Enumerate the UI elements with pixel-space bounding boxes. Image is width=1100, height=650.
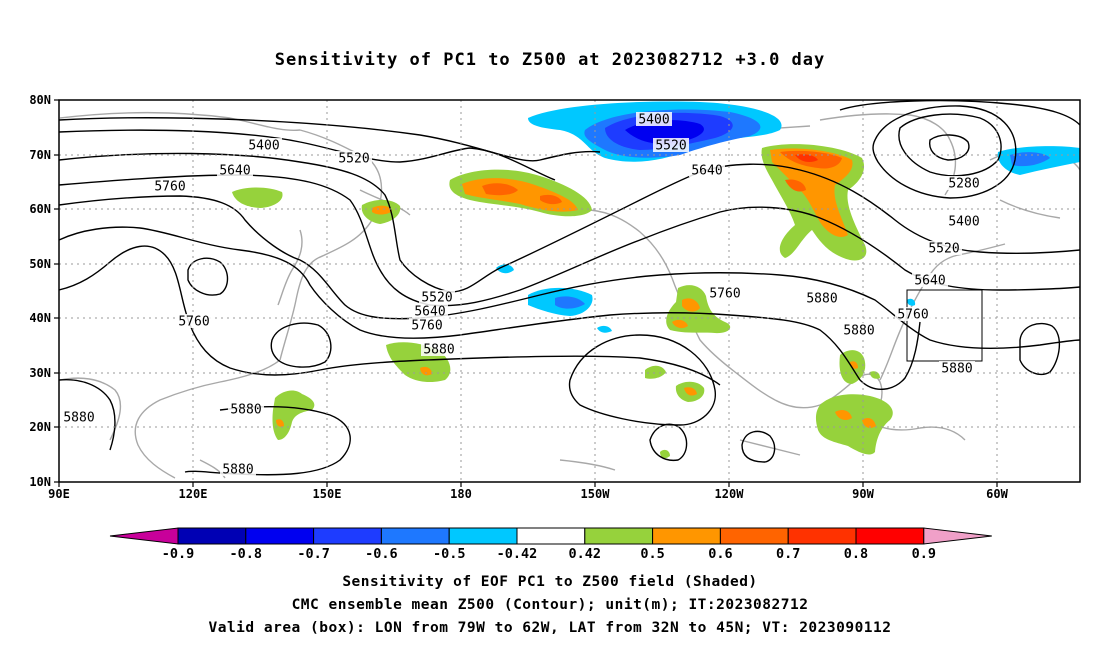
lon-label: 150W [581,487,611,501]
colorbar-label: 0.7 [776,546,800,562]
contour-label: 5520 [928,242,959,257]
contour-label: 5880 [843,324,874,339]
map-title: Sensitivity of PC1 to Z500 at 2023082712… [274,50,826,70]
contour-label: 5880 [423,343,454,358]
colorbar-segment [177,527,247,545]
lon-label: 90E [48,487,70,501]
contour-label: 5520 [655,139,686,154]
lat-label: 10N [29,475,51,489]
contour-label: 5880 [941,362,972,377]
lon-label: 150E [313,487,342,501]
lat-label: 60N [29,202,51,216]
coastlines [59,112,1080,479]
grid-lines [59,100,1080,482]
contour-label: 5880 [63,411,94,426]
colorbar-label: -0.9 [162,546,195,562]
colorbar-label: 0.42 [569,546,602,562]
lat-label: 80N [29,93,51,107]
lat-label: 50N [29,257,51,271]
contour-label: 5640 [414,305,445,320]
colorbar-label: -0.8 [230,546,263,562]
contour-label: 5760 [709,287,740,302]
contour-label: 5760 [178,315,209,330]
colorbar-label: -0.7 [297,546,330,562]
colorbar-label: 0.5 [640,546,664,562]
plot-frame [58,99,1081,483]
colorbar-segment [313,527,382,545]
colorbar-segment [448,527,518,545]
caption-line-3: Valid area (box): LON from 79W to 62W, L… [208,620,892,636]
colorbar: -0.9 -0.8 -0.7 -0.6 -0.5 -0.42 0.42 0.5 0.6 0.7 0.… [109,527,992,562]
colorbar-segment [584,527,654,545]
colorbar-label: -0.42 [497,546,538,562]
longitude-axis: 90E 120E 150E 180 150W 120W 90W 60W [48,482,1009,501]
contour-label: 5880 [806,292,837,307]
contour-label: 5400 [248,139,279,154]
contour-label: 5640 [219,164,250,179]
colorbar-end-high [923,527,992,545]
colorbar-label: -0.6 [365,546,398,562]
contour-label: 5640 [691,164,722,179]
contour-label: 5280 [948,177,979,192]
contour-label: 5400 [948,215,979,230]
lon-label: 120E [179,487,208,501]
contour-label: 5520 [338,152,369,167]
contour-label: 5760 [154,180,185,195]
latitude-axis: 80N 70N 60N 50N 40N 30N 20N 10N [29,93,59,489]
colorbar-label: 0.6 [708,546,732,562]
contour-label: 5760 [411,319,442,334]
lat-label: 40N [29,311,51,325]
colorbar-segment [245,527,315,545]
lat-label: 70N [29,148,51,162]
caption-line-1: Sensitivity of EOF PC1 to Z500 field (Sh… [342,574,758,590]
contour-label-layer: 5400552056405760540055205640528054005520… [61,112,982,478]
lon-label: 180 [450,487,472,501]
colorbar-segment [787,527,857,545]
colorbar-label: 0.8 [844,546,868,562]
caption-line-2: CMC ensemble mean Z500 (Contour); unit(m… [291,597,809,613]
lat-label: 20N [29,420,51,434]
lon-label: 60W [986,487,1008,501]
colorbar-label: 0.9 [912,546,936,562]
contour-label: 5640 [914,274,945,289]
contour-label: 5880 [222,463,253,478]
lon-label: 90W [852,487,874,501]
colorbar-segment [855,527,925,545]
colorbar-segment [719,527,789,545]
contour-label: 5880 [230,403,261,418]
colorbar-end-low [109,527,179,545]
lat-label: 30N [29,366,51,380]
contour-label: 5760 [897,308,928,323]
colorbar-label: -0.5 [433,546,466,562]
colorbar-segment [652,527,721,545]
contour-label: 5520 [421,291,452,306]
colorbar-segment [516,527,586,545]
contour-label: 5400 [638,113,669,128]
colorbar-segment [380,527,450,545]
z500-contours [59,100,1080,476]
lon-label: 120W [715,487,745,501]
